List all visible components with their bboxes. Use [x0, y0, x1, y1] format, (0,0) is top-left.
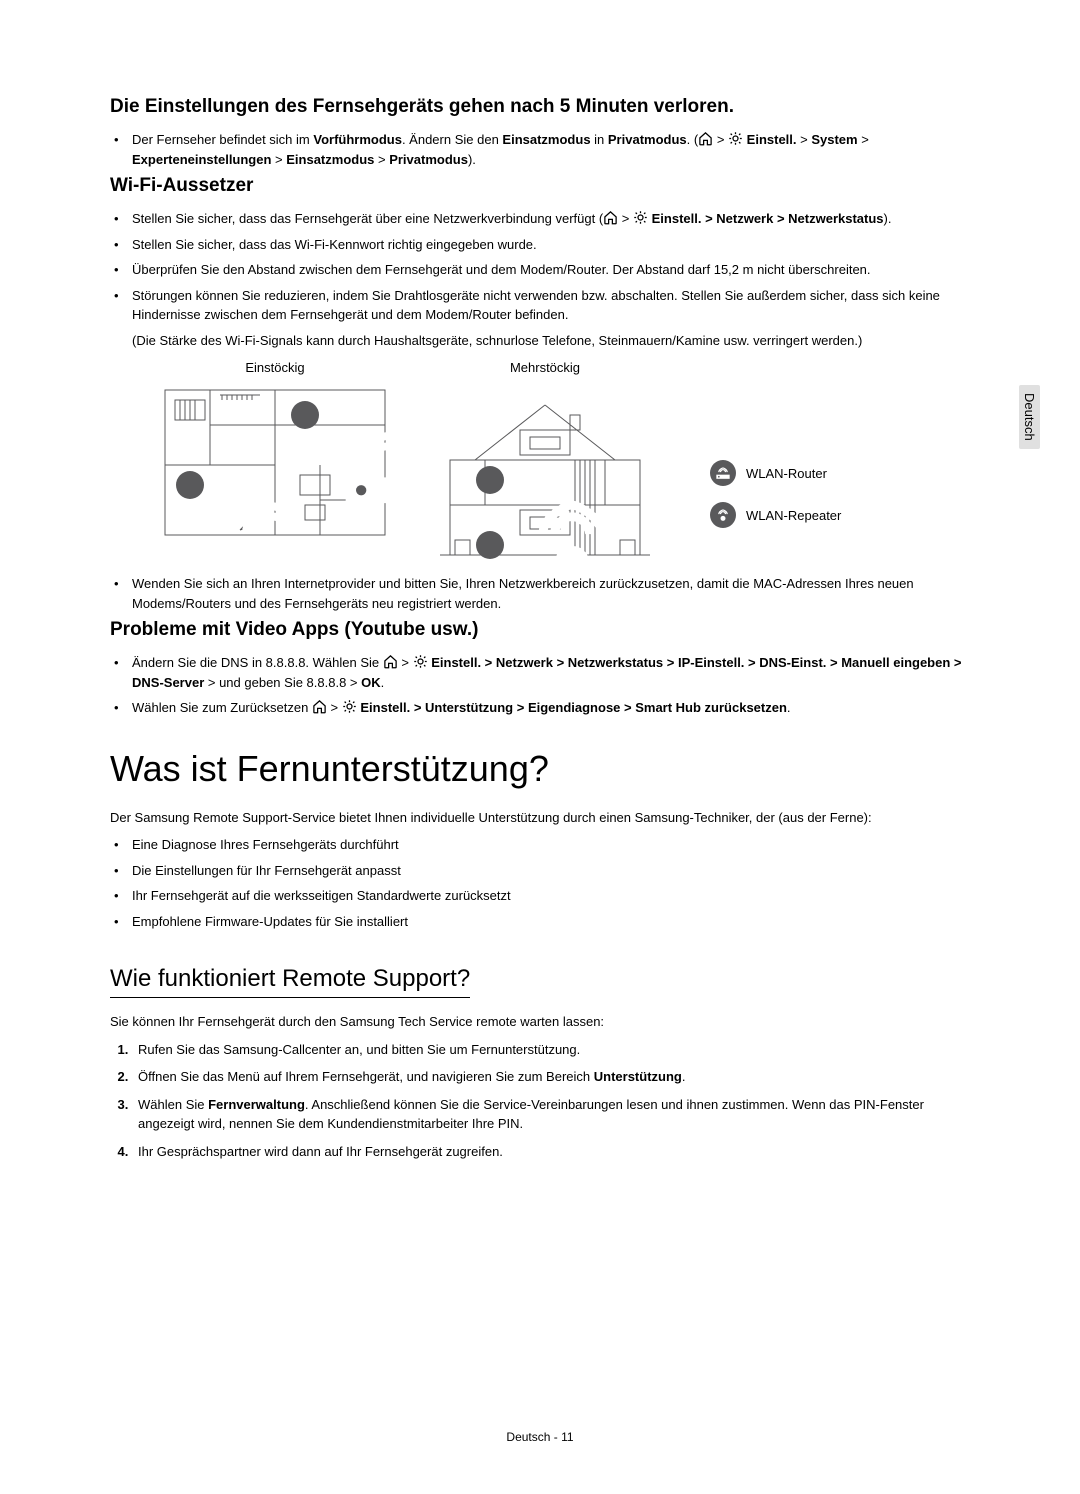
list-item: Eine Diagnose Ihres Fernsehgeräts durchf… — [132, 835, 980, 855]
step-item: Ihr Gesprächspartner wird dann auf Ihr F… — [132, 1142, 980, 1162]
list-item: Wählen Sie zum Zurücksetzen > Einstell. … — [132, 698, 980, 718]
step-item: Wählen Sie Fernverwaltung. Anschließend … — [132, 1095, 980, 1134]
how-intro: Sie können Ihr Fernsehgerät durch den Sa… — [110, 1012, 980, 1032]
list-item: Stellen Sie sicher, dass das Wi-Fi-Kennw… — [132, 235, 980, 255]
home-icon — [603, 210, 618, 225]
diagram-label-single: Einstöckig — [245, 360, 304, 375]
home-icon — [698, 131, 713, 146]
list-item: Störungen können Sie reduzieren, indem S… — [132, 286, 980, 325]
gear-icon — [342, 699, 357, 714]
floorplan-multi-story — [430, 385, 660, 560]
step-item: Rufen Sie das Samsung-Callcenter an, und… — [132, 1040, 980, 1060]
gear-icon — [633, 210, 648, 225]
heading-how-remote-works: Wie funktioniert Remote Support? — [110, 965, 470, 998]
step-item: Öffnen Sie das Menü auf Ihrem Fernsehger… — [132, 1067, 980, 1087]
repeater-icon — [710, 502, 736, 528]
router-icon — [710, 460, 736, 486]
legend-label-router: WLAN-Router — [746, 466, 827, 481]
gear-icon — [413, 654, 428, 669]
list-item: Der Fernseher befindet sich im Vorführmo… — [132, 130, 980, 169]
diagram-legend: WLAN-Router WLAN-Repeater — [700, 360, 841, 528]
signal-note: (Die Stärke des Wi-Fi-Signals kann durch… — [110, 331, 980, 351]
floorplan-single-story — [160, 385, 390, 540]
section-heading-wifi: Wi-Fi-Aussetzer — [110, 175, 980, 197]
section-heading-settings-lost: Die Einstellungen des Fernsehgeräts gehe… — [110, 96, 980, 118]
list-item: Ihr Fernsehgerät auf die werksseitigen S… — [132, 886, 980, 906]
section-heading-video-apps: Probleme mit Video Apps (Youtube usw.) — [110, 619, 980, 641]
home-icon — [312, 699, 327, 714]
wifi-diagrams: Einstöckig Mehrstöckig — [110, 360, 980, 560]
home-icon — [383, 654, 398, 669]
remote-intro: Der Samsung Remote Support-Service biete… — [110, 808, 980, 828]
page-footer: Deutsch - 11 — [0, 1430, 1080, 1444]
list-item: Überprüfen Sie den Abstand zwischen dem … — [132, 260, 980, 280]
diagram-label-multi: Mehrstöckig — [510, 360, 580, 375]
heading-remote-support: Was ist Fernunterstützung? — [110, 748, 980, 790]
list-item: Ändern Sie die DNS in 8.8.8.8. Wählen Si… — [132, 653, 980, 692]
list-item: Stellen Sie sicher, dass das Fernsehgerä… — [132, 209, 980, 229]
legend-label-repeater: WLAN-Repeater — [746, 508, 841, 523]
list-item: Empfohlene Firmware-Updates für Sie inst… — [132, 912, 980, 932]
gear-icon — [728, 131, 743, 146]
list-item: Die Einstellungen für Ihr Fernsehgerät a… — [132, 861, 980, 881]
list-item: Wenden Sie sich an Ihren Internetprovide… — [132, 574, 980, 613]
page-language-tab: Deutsch — [1019, 385, 1040, 449]
